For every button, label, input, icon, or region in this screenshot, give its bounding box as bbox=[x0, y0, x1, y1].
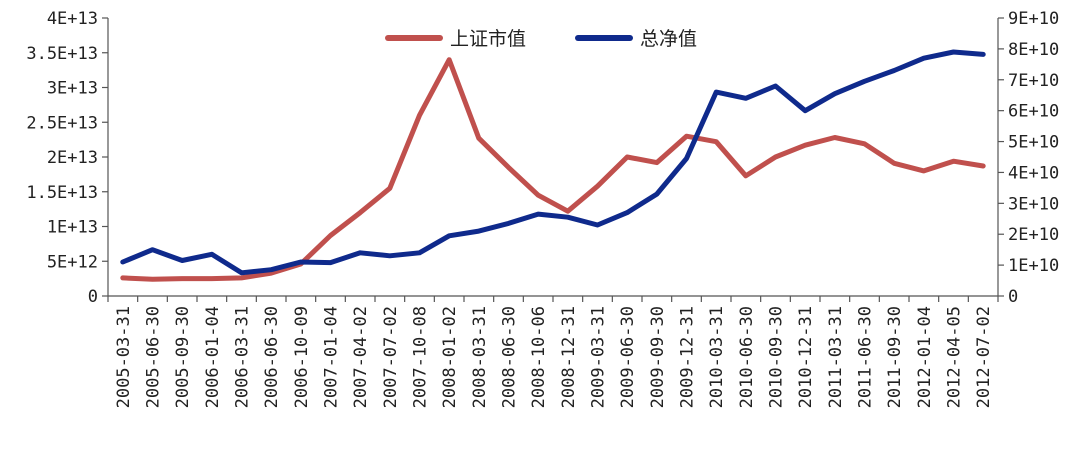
x-tick-label: 2011-03-31 bbox=[826, 306, 846, 408]
right-tick-label: 2E+10 bbox=[1008, 225, 1059, 245]
left-tick-label: 5E+12 bbox=[47, 252, 98, 272]
x-tick-label: 2008-12-31 bbox=[559, 306, 579, 408]
right-tick-label: 3E+10 bbox=[1008, 194, 1059, 214]
x-tick-label: 2007-04-02 bbox=[351, 306, 371, 408]
x-tick-label: 2012-07-02 bbox=[974, 306, 994, 408]
right-tick-label: 4E+10 bbox=[1008, 163, 1059, 183]
x-tick-label: 2008-03-31 bbox=[470, 306, 490, 408]
legend-label-total-nav: 总净值 bbox=[640, 28, 697, 50]
right-axis: 0 1E+10 2E+10 3E+10 4E+10 5E+10 6E+10 7E+10 8E+1… bbox=[997, 9, 1059, 307]
x-tick-label: 2010-03-31 bbox=[707, 306, 727, 408]
left-tick-label: 1.5E+13 bbox=[26, 183, 98, 203]
x-tick-label: 2010-06-30 bbox=[737, 306, 757, 408]
x-tick-label: 2006-06-30 bbox=[262, 306, 282, 408]
x-tick-label: 2007-01-04 bbox=[322, 306, 342, 408]
legend-item-0: 上证市值 bbox=[385, 28, 526, 50]
x-tick-label: 2008-01-02 bbox=[440, 306, 460, 408]
right-tick-label: 8E+10 bbox=[1008, 40, 1059, 60]
x-tick-label: 2009-06-30 bbox=[618, 306, 638, 408]
legend-item-1: 总净值 bbox=[575, 28, 697, 50]
left-tick-label: 3.5E+13 bbox=[26, 44, 98, 64]
legend: 上证市值 总净值 bbox=[385, 28, 697, 50]
x-tick-label: 2006-10-09 bbox=[292, 306, 312, 408]
legend-label-sh-market-cap: 上证市值 bbox=[450, 28, 526, 50]
x-tick-label: 2012-04-05 bbox=[945, 306, 965, 408]
x-tick-label: 2011-09-30 bbox=[885, 306, 905, 408]
x-tick-label: 2005-06-30 bbox=[144, 306, 164, 408]
x-tick-label: 2008-10-06 bbox=[529, 306, 549, 408]
x-tick-label: 2007-07-02 bbox=[381, 306, 401, 408]
x-tick-label: 2005-09-30 bbox=[173, 306, 193, 408]
left-tick-label: 4E+13 bbox=[47, 9, 98, 29]
x-axis-ticks: 2005-03-31 2005-06-30 2005-09-30 2006-01-04… bbox=[107, 296, 999, 408]
right-tick-label: 9E+10 bbox=[1008, 9, 1059, 29]
x-tick-label: 2009-12-31 bbox=[678, 306, 698, 408]
x-tick-label: 2012-01-04 bbox=[915, 306, 935, 408]
left-axis-ticks: 0 5E+12 1E+13 1.5E+13 2E+13 2.5E+13 3E+13 3.5E+… bbox=[26, 9, 108, 307]
x-tick-label: 2007-10-08 bbox=[411, 306, 431, 408]
right-tick-label: 1E+10 bbox=[1008, 256, 1059, 276]
right-tick-label: 5E+10 bbox=[1008, 133, 1059, 153]
right-tick-label: 7E+10 bbox=[1008, 71, 1059, 91]
left-tick-label: 2E+13 bbox=[47, 148, 98, 168]
left-tick-label: 2.5E+13 bbox=[26, 113, 98, 133]
x-tick-label: 2006-01-04 bbox=[203, 306, 223, 408]
left-tick-label: 0 bbox=[88, 287, 98, 307]
right-axis-ticks: 0 1E+10 2E+10 3E+10 4E+10 5E+10 6E+10 7E+10 8E+1… bbox=[998, 9, 1059, 307]
x-tick-label: 2010-09-30 bbox=[767, 306, 787, 408]
series-line-1 bbox=[120, 49, 986, 276]
series-line-0 bbox=[120, 57, 986, 282]
x-tick-label: 2009-09-30 bbox=[648, 306, 668, 408]
right-tick-label: 6E+10 bbox=[1008, 102, 1059, 122]
series-layer bbox=[120, 49, 986, 282]
x-tick-label: 2011-06-30 bbox=[856, 306, 876, 408]
x-tick-label: 2005-03-31 bbox=[114, 306, 134, 408]
x-tick-label: 2006-03-31 bbox=[233, 306, 253, 408]
x-tick-label: 2010-12-31 bbox=[796, 306, 816, 408]
x-tick-label: 2008-06-30 bbox=[500, 306, 520, 408]
left-tick-label: 1E+13 bbox=[47, 218, 98, 238]
right-tick-label: 0 bbox=[1008, 287, 1018, 307]
x-tick-label: 2009-03-31 bbox=[589, 306, 609, 408]
x-axis: 2005-03-31 2005-06-30 2005-09-30 2006-01-04… bbox=[107, 295, 999, 408]
left-axis: 0 5E+12 1E+13 1.5E+13 2E+13 2.5E+13 3E+13 3.5E+… bbox=[26, 9, 109, 307]
left-tick-label: 3E+13 bbox=[47, 79, 98, 99]
